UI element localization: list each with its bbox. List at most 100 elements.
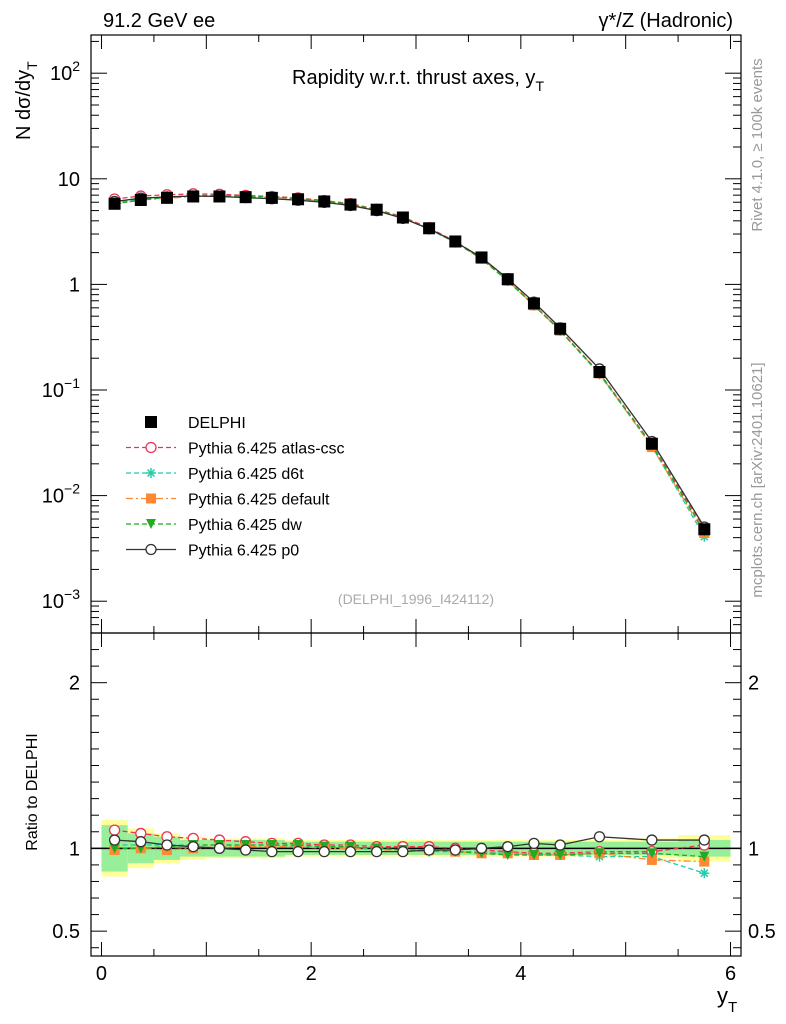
y-tick-label: 10−3 [42, 586, 80, 613]
series-ratio-marker [161, 839, 173, 851]
series-ratio-marker [108, 824, 121, 836]
series-ratio-marker [699, 868, 710, 879]
x-axis-label: yT [717, 983, 737, 1016]
y-tick-exponent: −1 [64, 375, 80, 391]
series-ratio-marker [135, 836, 147, 848]
plot-title: Rapidity w.r.t. thrust axes, yT [292, 67, 544, 94]
series-ratio-marker [528, 849, 539, 860]
legend-label: Pythia 6.425 dw [188, 517, 302, 534]
series-ratio-marker [266, 840, 277, 851]
data-point [475, 251, 488, 264]
series-ratio-marker [502, 841, 514, 853]
series-line-main [114, 194, 705, 538]
data-point [527, 297, 540, 310]
series-ratio-marker [292, 845, 304, 858]
series-ratio-marker [187, 841, 199, 853]
y-axis-label-sub: T [24, 61, 40, 70]
y-tick-base: 1 [69, 274, 80, 296]
data-point [161, 191, 174, 204]
legend-marker-stroke [146, 468, 156, 478]
series-ratio-marker [554, 839, 566, 851]
y-tick-base: 10 [42, 380, 64, 402]
legend-marker [145, 416, 157, 428]
series-ratio-marker [646, 854, 657, 865]
data-point [318, 195, 331, 208]
series-ratio-marker [213, 842, 226, 854]
ratio-tick-label: 2 [69, 673, 80, 695]
data-point [449, 235, 462, 248]
series-ratio-marker [594, 848, 605, 859]
series-ratio-marker [109, 843, 120, 854]
x-axis-label-sub: T [728, 999, 737, 1016]
series-ratio-marker [344, 845, 357, 858]
series-ratio-marker [593, 831, 606, 843]
data-point [187, 190, 200, 203]
data-point [213, 190, 226, 203]
legend-label: Pythia 6.425 p0 [188, 543, 299, 560]
x-tick-label: 0 [96, 963, 107, 985]
y-tick-label: 10−2 [42, 481, 80, 508]
series-ratio-marker [699, 851, 710, 862]
series-ratio-marker [449, 844, 461, 856]
ratio-tick-label-right: 1 [748, 838, 759, 860]
energy-label: 91.2 GeV ee [103, 10, 215, 32]
series-ratio-marker [646, 834, 658, 846]
x-tick-label: 6 [725, 963, 736, 985]
y-tick-label: 10 [58, 169, 80, 191]
data-point [134, 193, 147, 206]
series-ratio-marker [555, 849, 566, 860]
series-line-ratio [114, 846, 705, 863]
legend-marker [145, 543, 157, 556]
data-point [239, 191, 252, 204]
data-points [108, 190, 711, 536]
data-point [292, 193, 305, 206]
y-axis-label: N dσ/dyT [13, 61, 40, 140]
x-axis-label-main: y [717, 983, 728, 1008]
data-point [370, 203, 383, 216]
series-ratio-marker [397, 845, 409, 858]
ratio-tick-label: 0.5 [52, 921, 80, 943]
legend-label: Pythia 6.425 d6t [188, 466, 304, 483]
x-tick-label: 2 [306, 963, 317, 985]
analysis-watermark: (DELPHI_1996_I424112) [338, 591, 494, 607]
y-tick-exponent: −3 [64, 586, 80, 602]
ratio-tick-label: 1 [69, 838, 80, 860]
data-point [501, 273, 514, 286]
y-tick-base: 10 [58, 169, 80, 191]
process-label: γ*/Z (Hadronic) [599, 10, 733, 32]
legend: DELPHI Pythia 6.425 atlas-csc Pythia 6.425… [126, 415, 345, 560]
y-tick-label: 10−1 [42, 375, 80, 402]
data-point [265, 191, 278, 204]
series-ratio-marker [371, 845, 383, 858]
legend-label: Pythia 6.425 atlas-csc [188, 441, 345, 458]
data-point [698, 523, 711, 536]
ratio-axis-label: Ratio to DELPHI [24, 733, 41, 850]
plot-title-main: Rapidity w.r.t. thrust axes, y [292, 67, 535, 89]
rivet-label: Rivet 4.1.0, ≥ 100k events [749, 58, 766, 231]
y-tick-base: 10 [50, 63, 72, 85]
data-point [554, 322, 567, 335]
series-ratio-marker [293, 840, 304, 851]
data-point [108, 197, 121, 210]
data-point [396, 211, 409, 224]
data-point [423, 222, 436, 235]
y-tick-base: 10 [42, 486, 64, 508]
series-ratio-marker [502, 849, 513, 860]
series-ratio-marker [266, 845, 278, 858]
legend-label: DELPHI [188, 415, 246, 432]
y-tick-base: 10 [42, 591, 64, 613]
mcplots-label: mcplots.cern.ch [arXiv:2401.10621] [749, 362, 766, 597]
legend-marker [146, 519, 156, 529]
series-ratio-marker [108, 834, 121, 846]
y-axis-label-main: N dσ/dy [13, 70, 35, 140]
series-ratio-marker [423, 844, 435, 856]
y-tick-exponent: 2 [72, 58, 80, 74]
series-ratio-marker [475, 842, 488, 854]
legend-marker [145, 441, 157, 454]
ratio-tick-label-right: 0.5 [748, 921, 776, 943]
ratio-tick-label-right: 2 [748, 673, 759, 695]
ratio-panel [90, 632, 742, 957]
data-point [593, 366, 606, 379]
